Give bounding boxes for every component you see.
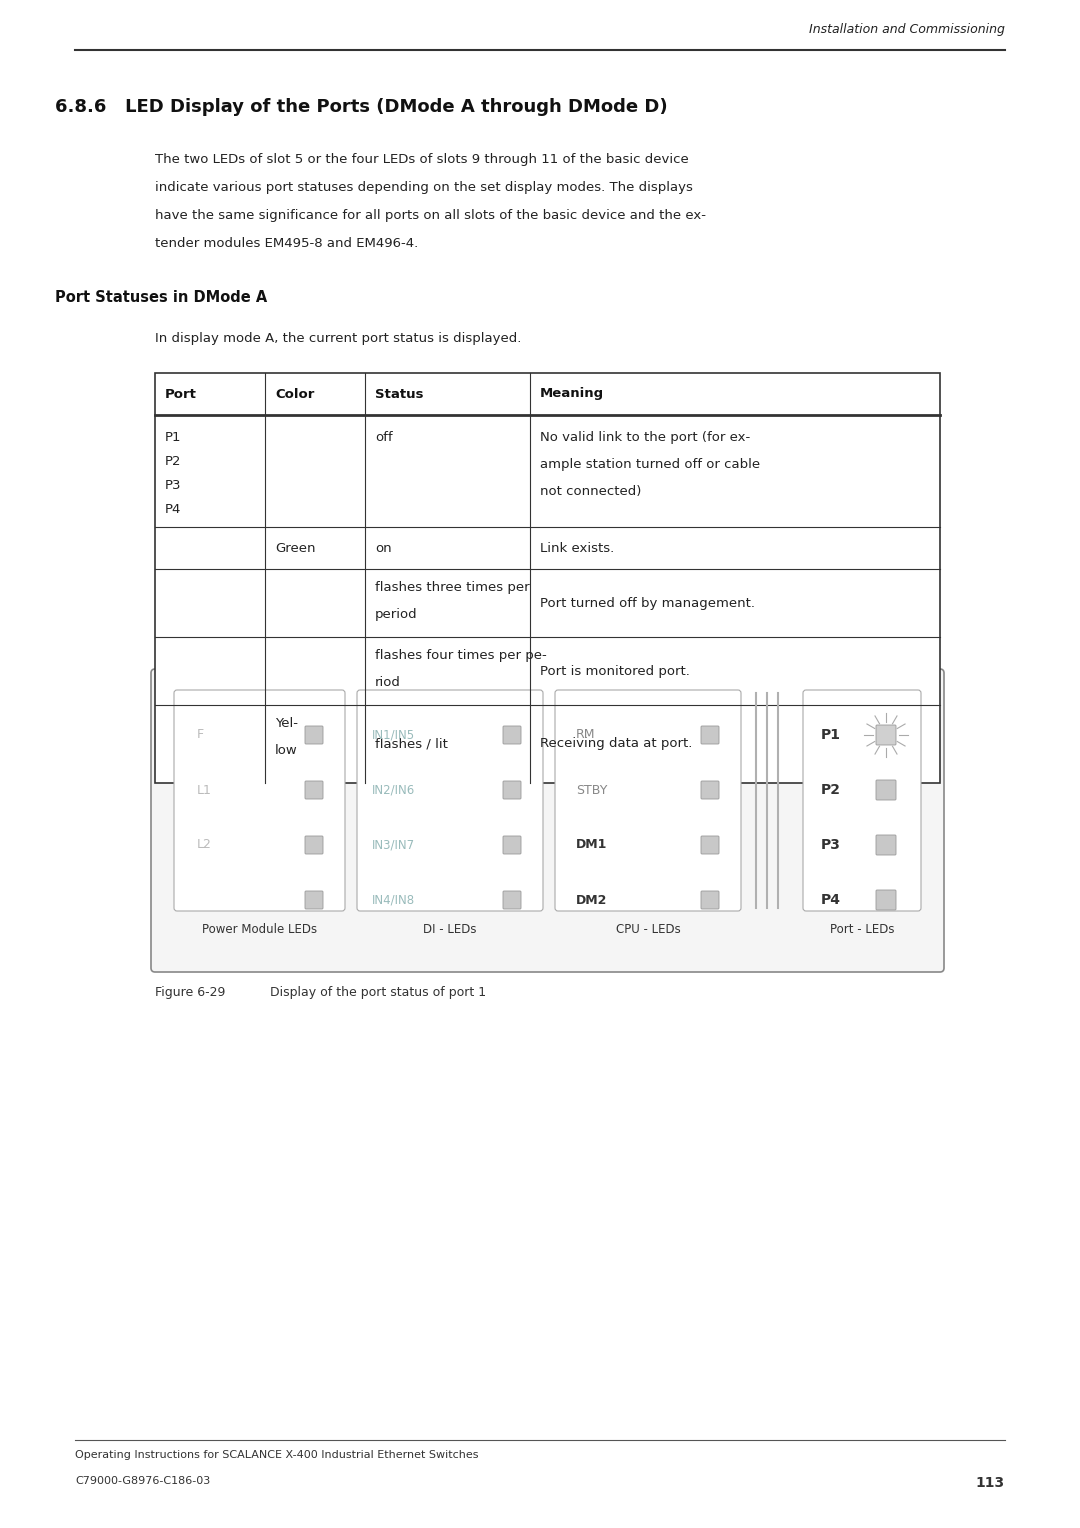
Text: flashes three times per: flashes three times per bbox=[375, 581, 529, 594]
Text: Port - LEDs: Port - LEDs bbox=[829, 923, 894, 937]
FancyBboxPatch shape bbox=[701, 781, 719, 799]
Text: Status: Status bbox=[375, 388, 423, 400]
Text: Port is monitored port.: Port is monitored port. bbox=[540, 665, 690, 677]
Text: STBY: STBY bbox=[576, 784, 607, 796]
Text: tender modules EM495-8 and EM496-4.: tender modules EM495-8 and EM496-4. bbox=[156, 237, 418, 251]
Text: IN3/IN7: IN3/IN7 bbox=[372, 839, 415, 851]
Text: P2: P2 bbox=[165, 455, 181, 468]
Text: Display of the port status of port 1: Display of the port status of port 1 bbox=[270, 986, 486, 999]
Text: Meaning: Meaning bbox=[540, 388, 604, 400]
Text: F: F bbox=[197, 729, 204, 741]
Text: P4: P4 bbox=[165, 503, 181, 516]
Bar bbox=[156, 373, 940, 782]
FancyBboxPatch shape bbox=[876, 889, 896, 911]
Text: Port: Port bbox=[165, 388, 197, 400]
FancyBboxPatch shape bbox=[503, 891, 521, 909]
FancyBboxPatch shape bbox=[701, 891, 719, 909]
Text: ample station turned off or cable: ample station turned off or cable bbox=[540, 458, 760, 471]
FancyBboxPatch shape bbox=[876, 834, 896, 856]
Text: indicate various port statuses depending on the set display modes. The displays: indicate various port statuses depending… bbox=[156, 180, 693, 194]
Text: not connected): not connected) bbox=[540, 484, 642, 498]
FancyBboxPatch shape bbox=[804, 691, 921, 911]
Text: P1: P1 bbox=[821, 727, 841, 743]
Text: Link exists.: Link exists. bbox=[540, 541, 615, 555]
Text: The two LEDs of slot 5 or the four LEDs of slots 9 through 11 of the basic devic: The two LEDs of slot 5 or the four LEDs … bbox=[156, 153, 689, 167]
Text: CPU - LEDs: CPU - LEDs bbox=[616, 923, 680, 937]
Text: Port Statuses in DMode A: Port Statuses in DMode A bbox=[55, 290, 267, 306]
Text: period: period bbox=[375, 608, 418, 620]
FancyBboxPatch shape bbox=[305, 836, 323, 854]
Text: Power Module LEDs: Power Module LEDs bbox=[202, 923, 318, 937]
Text: P2: P2 bbox=[821, 782, 841, 798]
FancyBboxPatch shape bbox=[503, 836, 521, 854]
Text: Figure 6-29: Figure 6-29 bbox=[156, 986, 226, 999]
Text: 6.8.6   LED Display of the Ports (DMode A through DMode D): 6.8.6 LED Display of the Ports (DMode A … bbox=[55, 98, 667, 116]
FancyBboxPatch shape bbox=[174, 691, 345, 911]
Text: flashes four times per pe-: flashes four times per pe- bbox=[375, 649, 546, 662]
Text: IN2/IN6: IN2/IN6 bbox=[372, 784, 415, 796]
Text: Color: Color bbox=[275, 388, 314, 400]
Text: RM: RM bbox=[576, 729, 595, 741]
Text: P3: P3 bbox=[821, 837, 841, 853]
Text: riod: riod bbox=[375, 675, 401, 689]
Text: P4: P4 bbox=[821, 892, 841, 908]
FancyBboxPatch shape bbox=[357, 691, 543, 911]
Text: flashes / lit: flashes / lit bbox=[375, 738, 448, 750]
FancyBboxPatch shape bbox=[876, 724, 896, 746]
FancyBboxPatch shape bbox=[701, 726, 719, 744]
Text: No valid link to the port (for ex-: No valid link to the port (for ex- bbox=[540, 431, 751, 445]
Text: DI - LEDs: DI - LEDs bbox=[423, 923, 476, 937]
FancyBboxPatch shape bbox=[503, 781, 521, 799]
Text: Green: Green bbox=[275, 541, 315, 555]
FancyBboxPatch shape bbox=[305, 781, 323, 799]
FancyBboxPatch shape bbox=[305, 726, 323, 744]
Text: DM2: DM2 bbox=[576, 894, 607, 906]
FancyBboxPatch shape bbox=[503, 726, 521, 744]
Text: IN1/IN5: IN1/IN5 bbox=[372, 729, 415, 741]
FancyBboxPatch shape bbox=[555, 691, 741, 911]
Text: P1: P1 bbox=[165, 431, 181, 445]
Text: C79000-G8976-C186-03: C79000-G8976-C186-03 bbox=[75, 1476, 211, 1487]
Text: Yel-: Yel- bbox=[275, 717, 298, 730]
Text: DM1: DM1 bbox=[576, 839, 607, 851]
Text: L2: L2 bbox=[197, 839, 212, 851]
Text: on: on bbox=[375, 541, 392, 555]
Text: L1: L1 bbox=[197, 784, 212, 796]
Text: IN4/IN8: IN4/IN8 bbox=[372, 894, 415, 906]
Text: 113: 113 bbox=[976, 1476, 1005, 1490]
Text: In display mode A, the current port status is displayed.: In display mode A, the current port stat… bbox=[156, 332, 522, 345]
Text: low: low bbox=[275, 744, 298, 756]
Text: Receiving data at port.: Receiving data at port. bbox=[540, 738, 692, 750]
FancyBboxPatch shape bbox=[305, 891, 323, 909]
FancyBboxPatch shape bbox=[701, 836, 719, 854]
Text: Port turned off by management.: Port turned off by management. bbox=[540, 596, 755, 610]
FancyBboxPatch shape bbox=[151, 669, 944, 972]
Text: Operating Instructions for SCALANCE X-400 Industrial Ethernet Switches: Operating Instructions for SCALANCE X-40… bbox=[75, 1450, 478, 1459]
Text: Installation and Commissioning: Installation and Commissioning bbox=[809, 23, 1005, 37]
Text: have the same significance for all ports on all slots of the basic device and th: have the same significance for all ports… bbox=[156, 209, 706, 222]
FancyBboxPatch shape bbox=[876, 779, 896, 801]
Text: off: off bbox=[375, 431, 393, 445]
Text: P3: P3 bbox=[165, 478, 181, 492]
